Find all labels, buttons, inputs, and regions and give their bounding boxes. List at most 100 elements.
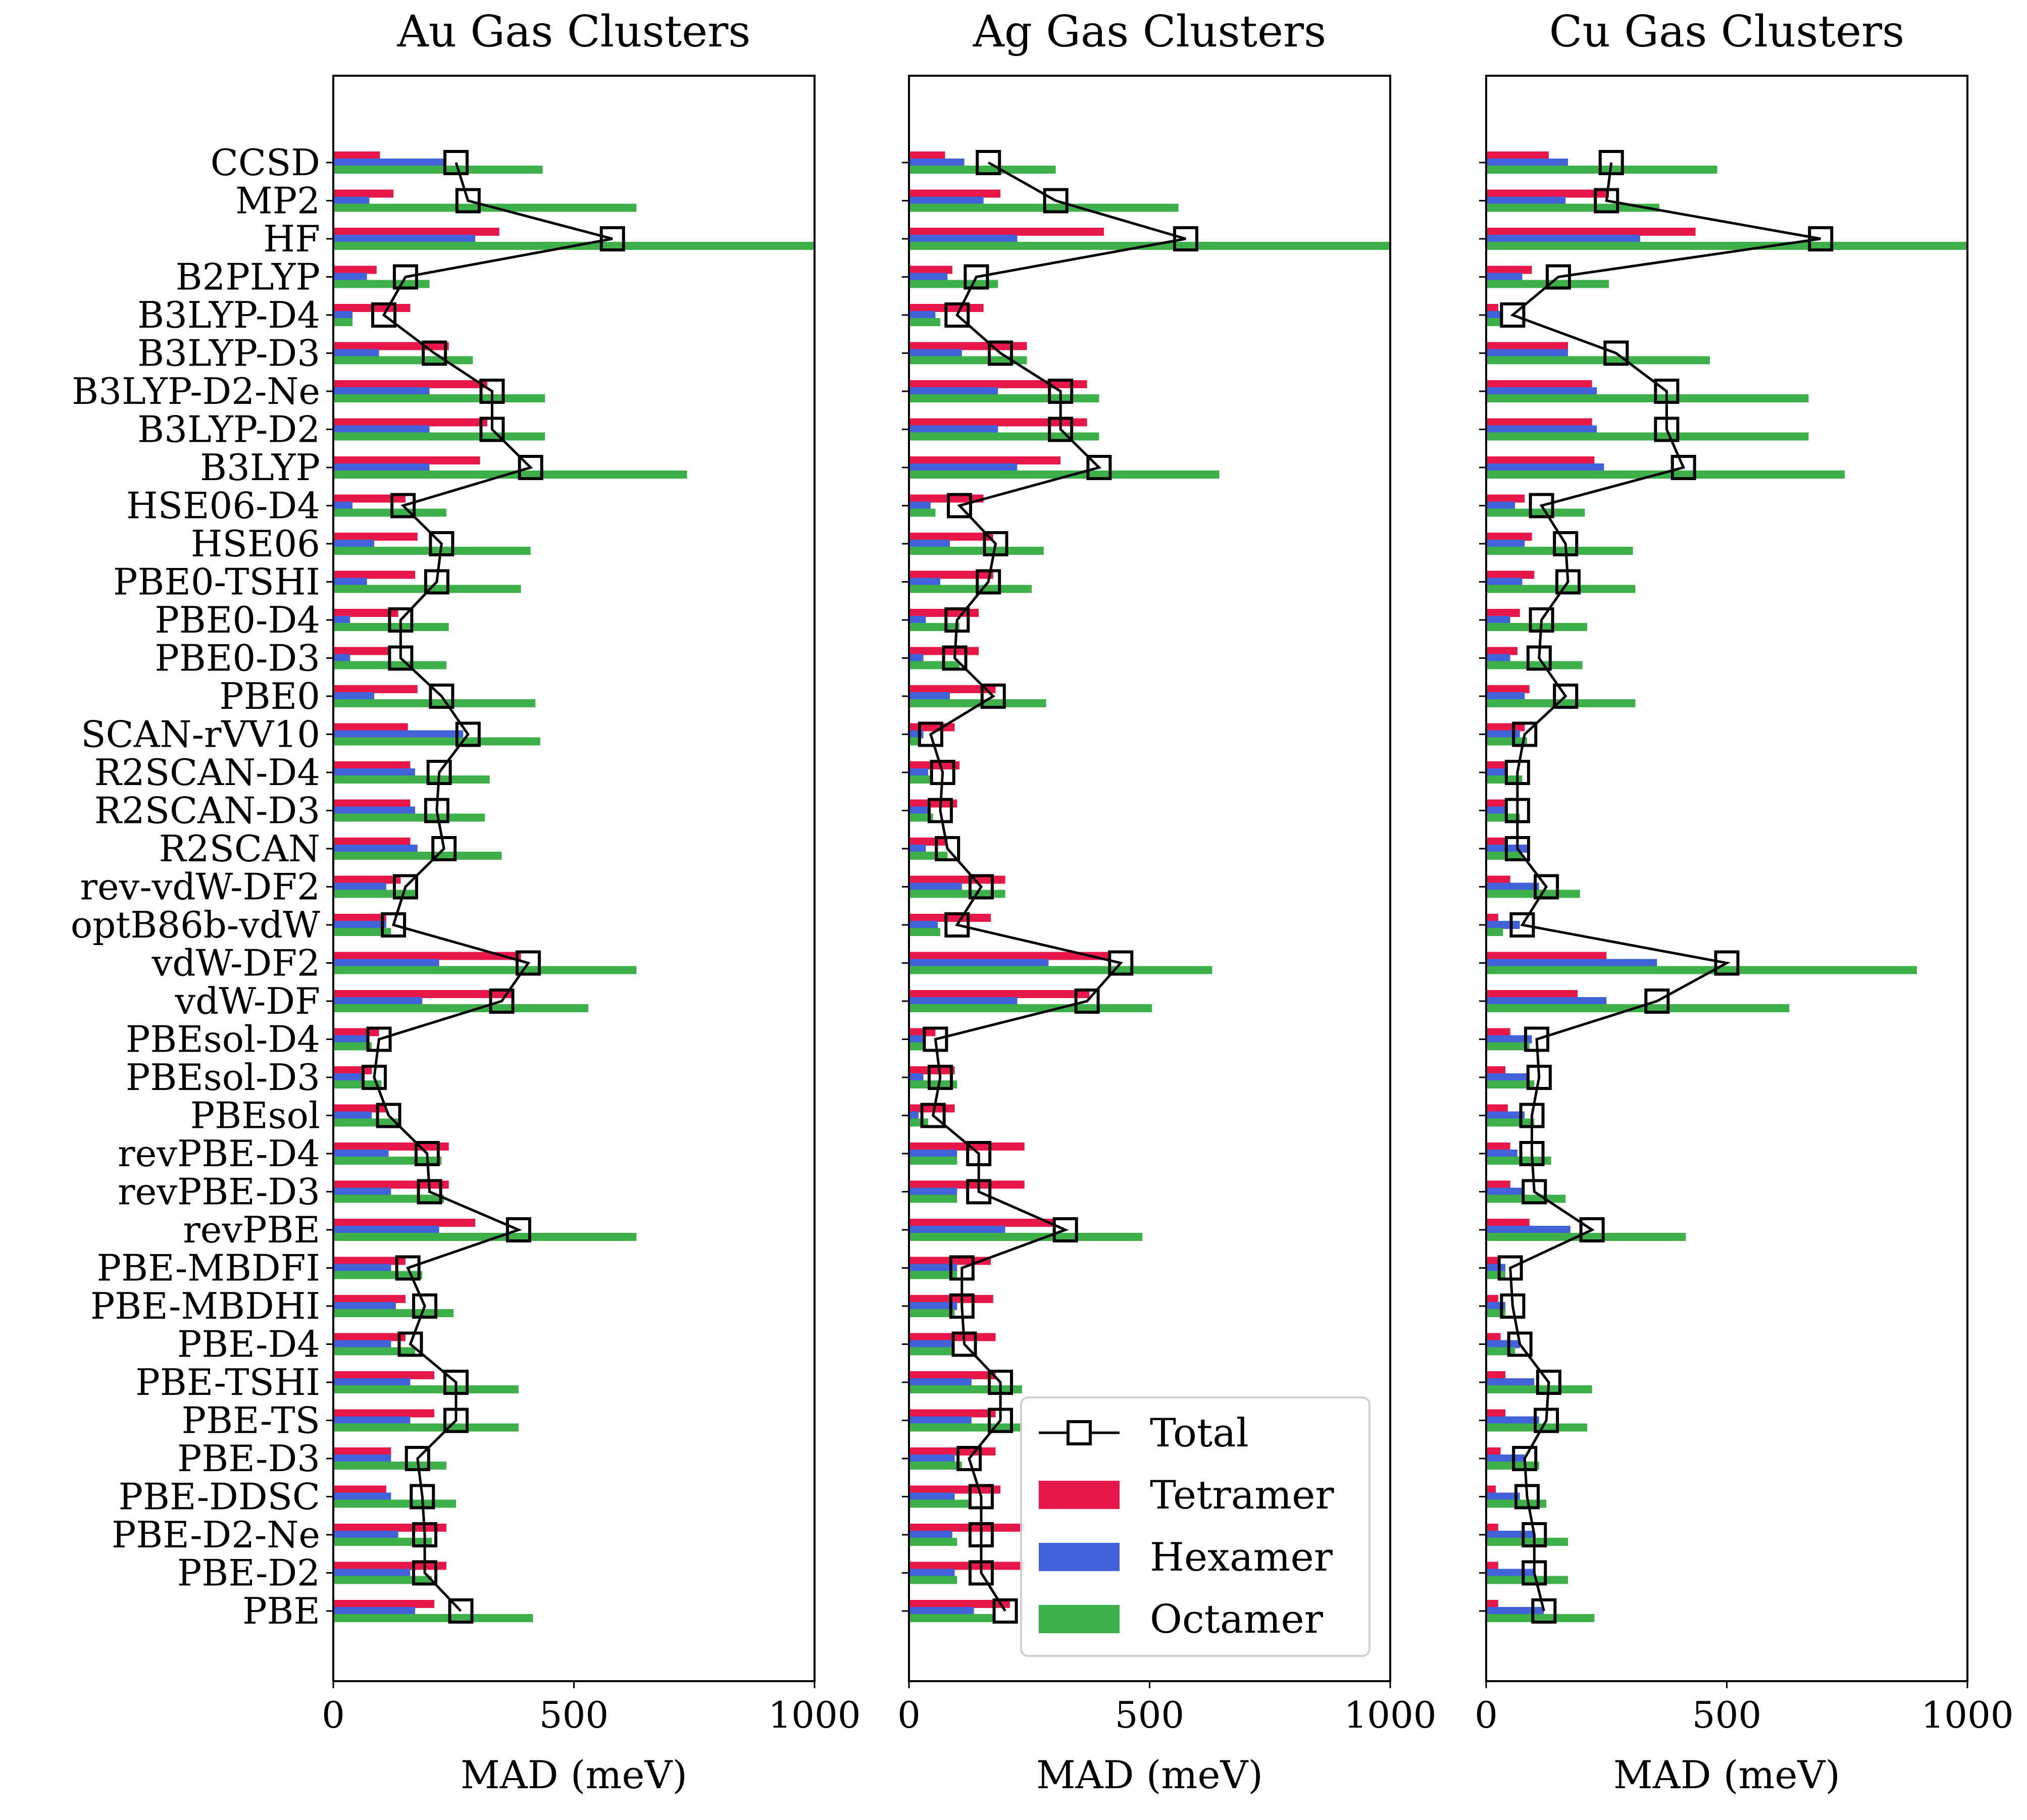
total-marker-pbe-d2 — [968, 1560, 994, 1586]
bar-tetramer-pbe0 — [1486, 685, 1530, 693]
bar-tetramer-hse06-d4 — [1486, 494, 1525, 503]
bar-hexamer-pbe-d3 — [333, 1454, 391, 1463]
y-tick-label-pbesol: PBEsol — [190, 1095, 320, 1137]
bar-tetramer-b2plyp — [333, 266, 377, 274]
bar-hexamer-r2scan-d4 — [1486, 768, 1508, 776]
bar-octamer-hse06-d4 — [333, 508, 446, 517]
total-marker-pbesol — [376, 1103, 401, 1128]
bar-tetramer-pbe-d3 — [909, 1447, 996, 1455]
total-marker-b3lyp-d4 — [1500, 302, 1526, 328]
bar-octamer-revpbe-d3 — [909, 1194, 957, 1203]
bar-hexamer-revpbe-d3 — [909, 1187, 957, 1196]
bar-tetramer-r2scan-d3 — [909, 799, 957, 808]
bar-tetramer-pbesol-d4 — [909, 1028, 936, 1036]
bar-tetramer-pbe0-d4 — [1486, 609, 1520, 617]
bar-octamer-ccsd — [909, 166, 1056, 174]
bar-hexamer-pbe-mbdfi — [1486, 1264, 1506, 1272]
bar-octamer-vdw-df2 — [333, 966, 637, 974]
total-marker-pbe-d3 — [404, 1446, 430, 1471]
bar-octamer-vdw-df — [909, 1004, 1152, 1012]
y-tick-label-revpbe: revPBE — [183, 1209, 320, 1251]
bar-tetramer-hf — [909, 228, 1104, 236]
total-marker-hse06-d4 — [1529, 493, 1554, 518]
bar-octamer-pbesol-d3 — [1486, 1080, 1535, 1088]
total-marker-pbe-mbdfi — [949, 1255, 975, 1281]
bar-hexamer-b2plyp — [333, 273, 367, 281]
bar-tetramer-ccsd — [333, 151, 380, 160]
total-marker-pbe-d4 — [1507, 1331, 1533, 1357]
bar-tetramer-revpbe-d3 — [1486, 1180, 1510, 1189]
bar-octamer-b3lyp-d3 — [333, 356, 473, 365]
bar-octamer-pbe-d2-ne — [333, 1538, 432, 1546]
bar-hexamer-pbe — [333, 1607, 416, 1615]
bar-hexamer-vdw-df — [1486, 997, 1607, 1005]
bar-hexamer-b3lyp-d2-ne — [333, 387, 430, 395]
bar-hexamer-b3lyp-d3 — [333, 349, 379, 357]
panel-title: Cu Gas Clusters — [1549, 7, 1905, 57]
total-marker-b3lyp — [1086, 455, 1112, 480]
bar-tetramer-pbesol-d4 — [1486, 1028, 1510, 1036]
bar-octamer-r2scan-d4 — [1486, 775, 1523, 784]
panel-title: Au Gas Clusters — [397, 7, 751, 57]
total-marker-r2scan-d3 — [424, 798, 449, 823]
total-marker-pbesol — [920, 1103, 946, 1128]
total-marker-pbe-mbdhi — [412, 1293, 438, 1319]
bar-octamer-pbe-d2-ne — [1486, 1538, 1568, 1546]
total-marker-pbe0-tshi — [1555, 569, 1581, 595]
total-marker-b2plyp — [392, 264, 418, 290]
bar-octamer-pbe0-tshi — [909, 585, 1032, 593]
bar-hexamer-pbe0-d3 — [1486, 654, 1510, 662]
bar-hexamer-hf — [333, 235, 476, 243]
total-marker-b2plyp — [1545, 264, 1571, 290]
x-tick-label-1000: 1000 — [1344, 1694, 1436, 1736]
bar-octamer-r2scan-d4 — [909, 775, 933, 784]
x-tick-label-0: 0 — [322, 1694, 345, 1736]
bar-tetramer-pbe0-tshi — [1486, 570, 1535, 579]
bar-tetramer-optb86b-vdw — [333, 914, 386, 922]
bar-octamer-pbe0 — [1486, 699, 1636, 707]
bar-hexamer-pbe0-d4 — [1486, 616, 1510, 624]
bar-octamer-r2scan — [1486, 852, 1523, 860]
bar-tetramer-b3lyp-d2 — [909, 418, 1087, 427]
bar-tetramer-pbe-d3 — [1486, 1447, 1501, 1455]
legend-label-octamer: Octamer — [1150, 1597, 1324, 1642]
bar-hexamer-pbe-ddsc — [333, 1492, 391, 1501]
bar-tetramer-rev-vdw-df2 — [1486, 875, 1510, 884]
bar-hexamer-hf — [1486, 235, 1640, 243]
y-tick-label-pbe-ddsc: PBE-DDSC — [119, 1476, 320, 1518]
x-axis-label: MAD (meV) — [1613, 1752, 1840, 1797]
bar-tetramer-hf — [1486, 228, 1696, 236]
bar-hexamer-pbe-mbdfi — [333, 1264, 391, 1272]
total-marker-pbe0 — [429, 684, 454, 709]
bar-hexamer-ccsd — [1486, 159, 1568, 167]
panel-cu-gas-clusters: 0 500 1000 MAD (meV) Cu Gas Clusters — [1475, 7, 2014, 1797]
bar-hexamer-pbe0-d4 — [909, 616, 926, 624]
total-marker-pbe-d2-ne — [412, 1522, 438, 1547]
bar-hexamer-r2scan-d3 — [1486, 806, 1508, 815]
legend-swatch-tetramer — [1039, 1481, 1120, 1509]
legend-swatch-octamer — [1039, 1605, 1120, 1633]
total-marker-scan-rvv10 — [455, 721, 481, 747]
total-marker-revpbe-d4 — [414, 1141, 440, 1166]
legend-swatch-total-marker — [1067, 1420, 1092, 1445]
legend-box — [1020, 1396, 1371, 1657]
bar-hexamer-hse06 — [333, 540, 375, 548]
bar-tetramer-mp2 — [333, 189, 394, 198]
bar-hexamer-b3lyp-d4 — [333, 311, 353, 319]
y-tick-label-mp2: MP2 — [235, 180, 320, 222]
bar-hexamer-pbe-d2 — [1486, 1569, 1535, 1577]
total-marker-pbe-d2-ne — [1522, 1522, 1547, 1547]
bar-tetramer-pbe-ts — [909, 1409, 996, 1418]
panel-plot-area — [909, 150, 1390, 1624]
y-tick-label-pbe0-d3: PBE0-D3 — [155, 637, 320, 680]
total-marker-b3lyp-d2-ne — [479, 379, 505, 404]
bar-tetramer-hse06 — [909, 533, 993, 541]
total-marker-b3lyp — [518, 455, 543, 480]
bar-hexamer-b3lyp — [1486, 463, 1604, 472]
bar-tetramer-vdw-df2 — [909, 952, 1109, 960]
bar-hexamer-hse06 — [1486, 540, 1525, 548]
bar-tetramer-optb86b-vdw — [1486, 914, 1498, 922]
bar-octamer-pbe0-d4 — [1486, 623, 1588, 631]
bar-tetramer-hse06-d4 — [909, 494, 984, 503]
total-marker-vdw-df — [489, 989, 515, 1014]
